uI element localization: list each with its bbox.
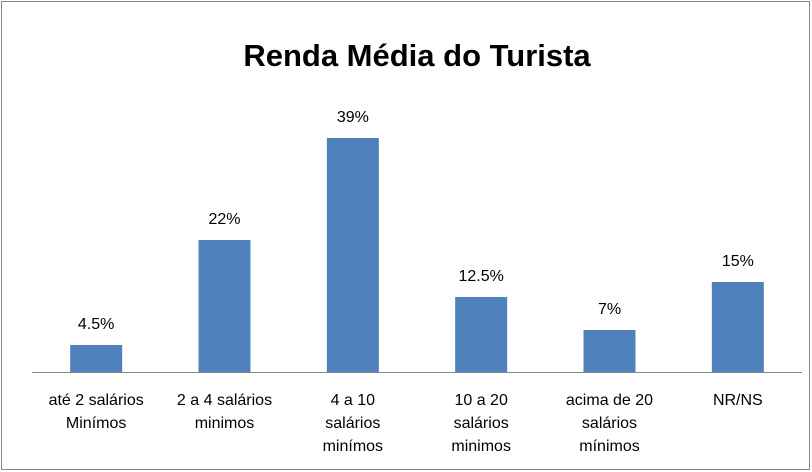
bar <box>711 282 764 372</box>
data-label: 12.5% <box>458 268 503 285</box>
x-tick-label: NR/NS <box>712 392 763 409</box>
bar <box>198 240 251 372</box>
x-tick-label: até 2 salários Minímos <box>48 392 144 432</box>
x-tick-label: 2 a 4 salários minimos <box>176 392 273 432</box>
bar <box>583 330 636 372</box>
data-label: 7% <box>598 301 621 318</box>
data-label: 4.5% <box>78 316 114 333</box>
data-label: 39% <box>337 109 369 126</box>
x-tick-label: 10 a 20 salários minimos <box>451 392 511 455</box>
chart-title: Renda Média do Turista <box>243 38 591 73</box>
bar <box>326 138 379 372</box>
data-label: 15% <box>722 253 754 270</box>
bar <box>70 345 123 372</box>
data-label: 22% <box>208 211 240 228</box>
x-tick-label: acima de 20 salários mínimos <box>565 392 654 455</box>
x-tick-label: 4 a 10 salários minímos <box>322 392 384 455</box>
bar <box>455 297 508 372</box>
